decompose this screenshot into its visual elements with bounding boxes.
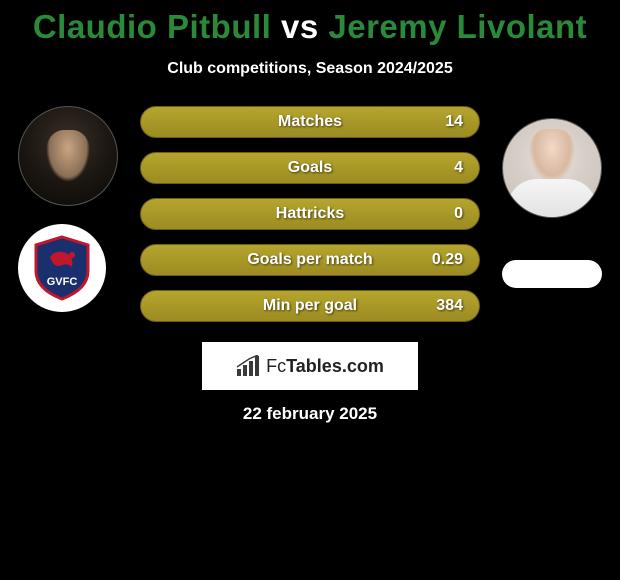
club1-shield: GVFC [32,235,92,301]
page-title: Claudio Pitbull vs Jeremy Livolant [0,8,620,46]
stat-label: Min per goal [263,297,357,315]
right-column [490,106,610,288]
brand-box: FcTables.com [202,342,418,390]
player1-club-logo: GVFC [18,224,106,312]
left-column: GVFC [10,106,130,312]
stat-value: 0.29 [432,251,463,269]
stat-bars: Matches 14 Goals 4 Hattricks 0 Goals per… [140,106,480,322]
stat-label: Goals [288,159,332,177]
stat-bar-hattricks: Hattricks 0 [140,198,480,230]
player2-photo [502,118,602,218]
player2-head [529,129,575,183]
stat-bar-gpm: Goals per match 0.29 [140,244,480,276]
title-player1: Claudio Pitbull [33,8,271,45]
player1-head [46,130,90,182]
brand-prefix: Fc [266,356,286,376]
comparison-card: Claudio Pitbull vs Jeremy Livolant Club … [0,0,620,424]
subtitle: Club competitions, Season 2024/2025 [0,60,620,78]
player2-jersey [507,179,597,218]
stat-bar-matches: Matches 14 [140,106,480,138]
date-text: 22 february 2025 [0,404,620,424]
stat-bar-goals: Goals 4 [140,152,480,184]
player1-photo [18,106,118,206]
stat-value: 14 [445,113,463,131]
player2-club-logo [502,260,602,288]
stat-bar-mpg: Min per goal 384 [140,290,480,322]
stat-value: 384 [436,297,463,315]
title-player2: Jeremy Livolant [328,8,587,45]
main-row: GVFC Matches 14 Goals 4 Hattricks 0 Goal… [0,106,620,322]
title-vs: vs [281,8,319,45]
stat-label: Goals per match [247,251,372,269]
stat-label: Hattricks [276,205,344,223]
brand-suffix: Tables.com [286,356,384,376]
svg-text:GVFC: GVFC [47,276,78,288]
stat-label: Matches [278,113,342,131]
chart-icon [236,355,262,377]
stat-value: 4 [454,159,463,177]
stat-value: 0 [454,205,463,223]
brand-text: FcTables.com [266,356,384,377]
